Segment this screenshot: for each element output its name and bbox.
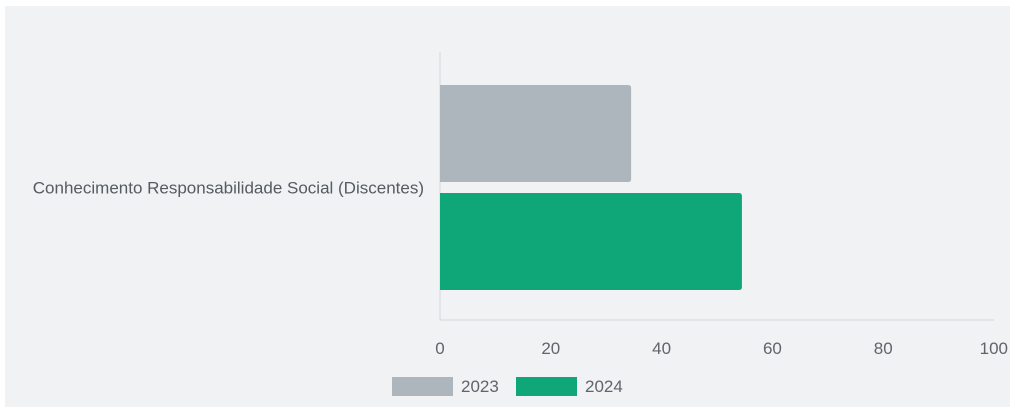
legend-label-2023: 2023	[461, 377, 499, 396]
x-tick-label: 60	[763, 339, 782, 358]
x-tick-label: 0	[435, 339, 444, 358]
legend-swatch-2023	[392, 377, 453, 396]
x-tick-label: 80	[874, 339, 893, 358]
legend-swatch-2024	[516, 377, 577, 396]
bar-2023	[440, 85, 632, 182]
category-label: Conhecimento Responsabilidade Social (Di…	[33, 179, 424, 198]
bar-2024	[440, 193, 742, 290]
x-tick-label: 40	[652, 339, 671, 358]
legend-label-2024: 2024	[585, 377, 623, 396]
x-tick-label: 100	[980, 339, 1008, 358]
x-tick-label: 20	[541, 339, 560, 358]
